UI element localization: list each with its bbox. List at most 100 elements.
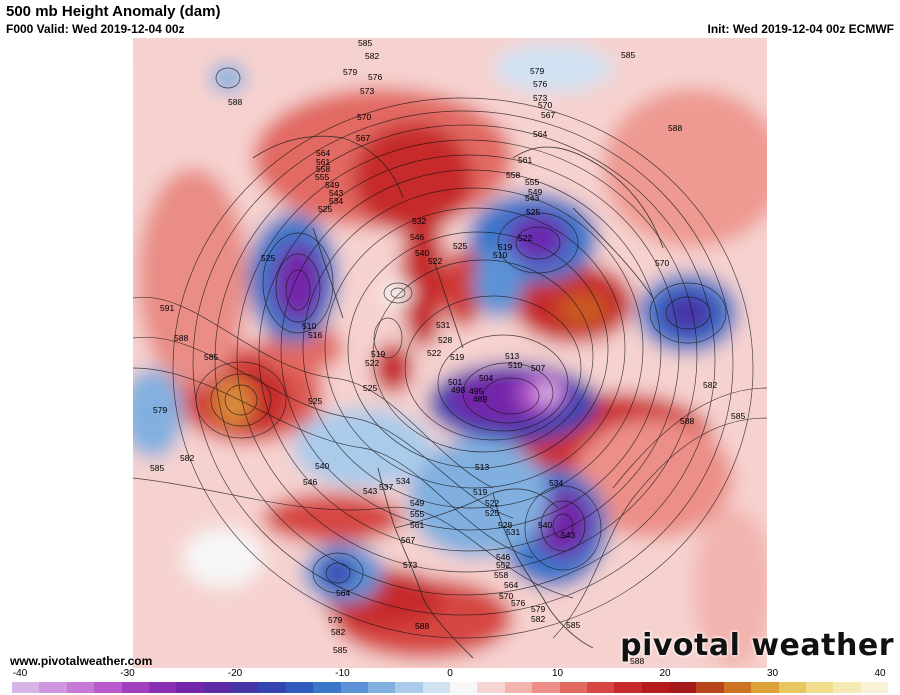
contour-label: 570 <box>655 258 669 268</box>
contour-label: 588 <box>174 333 188 343</box>
colorbar-swatch <box>176 682 204 693</box>
colorbar-tick-label: -40 <box>12 668 28 679</box>
contour-label: 564 <box>316 148 330 158</box>
contour-label: 495 <box>469 386 483 396</box>
colorbar-swatch <box>833 682 861 693</box>
contour-label: 591 <box>160 303 174 313</box>
colorbar-tick-label: -20 <box>227 668 243 679</box>
colorbar-swatch <box>586 682 615 693</box>
contour-label: 558 <box>316 164 330 174</box>
contour-label: 528 <box>498 520 512 530</box>
contour-label: 573 <box>403 560 417 570</box>
contour-label: 489 <box>473 394 487 404</box>
contour-label: 510 <box>508 360 522 370</box>
anomaly-shading <box>133 38 767 668</box>
colorbar-swatch <box>367 682 396 693</box>
contour-label: 585 <box>204 352 218 362</box>
colorbar-swatch <box>532 682 560 693</box>
contour-label: 576 <box>533 79 547 89</box>
contour-label: 579 <box>531 604 545 614</box>
contour-label: 585 <box>566 620 580 630</box>
colorbar-swatch <box>285 682 314 693</box>
contour-label: 519 <box>371 349 385 359</box>
contour-label: 549 <box>528 187 542 197</box>
colorbar-swatch <box>669 682 697 693</box>
contour-label: 546 <box>496 552 510 562</box>
contour-label: 519 <box>450 352 464 362</box>
contour-label: 585 <box>150 463 164 473</box>
contour-label: 510 <box>493 250 507 260</box>
contour-label: 579 <box>530 66 544 76</box>
contour-label: 528 <box>438 335 452 345</box>
contour-label: 525 <box>261 253 275 263</box>
contour-label: 576 <box>511 598 525 608</box>
colorbar-swatch <box>504 682 533 693</box>
colorbar-swatch <box>66 682 95 693</box>
contour-label: 573 <box>533 93 547 103</box>
coastlines <box>252 135 664 659</box>
contour-label: 567 <box>401 535 415 545</box>
contour-label: 588 <box>228 97 242 107</box>
contour-label: 531 <box>506 527 520 537</box>
contour-label: 564 <box>336 588 350 598</box>
contour-label: 532 <box>412 216 426 226</box>
contour-label: 537 <box>379 482 393 492</box>
colorbar-swatch <box>778 682 806 693</box>
contour-label: 561 <box>316 157 330 167</box>
contour-label: 579 <box>343 67 357 77</box>
contour-label: 582 <box>531 614 545 624</box>
contour-label: 570 <box>357 112 371 122</box>
contour-label: 543 <box>329 188 343 198</box>
contour-label: 564 <box>533 129 547 139</box>
colorbar-swatch <box>121 682 149 693</box>
contour-label: 588 <box>415 621 429 631</box>
colorbar-swatch <box>805 682 834 693</box>
contour-label: 549 <box>325 180 339 190</box>
contour-label: 501 <box>448 377 462 387</box>
contour-label: 543 <box>525 193 539 203</box>
contour-label: 522 <box>365 358 379 368</box>
website-url[interactable]: www.pivotalweather.com <box>10 654 153 668</box>
anomaly-map[interactable]: 585 582 579 576 573 570 567 564 561 558 555 549 543 5… <box>133 38 767 668</box>
contour-label: 555 <box>410 509 424 519</box>
colorbar-swatch <box>340 682 368 693</box>
colorbar-swatch <box>422 682 450 693</box>
colorbar-swatch <box>641 682 669 693</box>
contour-label: 510 <box>302 321 316 331</box>
colorbar-swatch <box>203 682 231 693</box>
contour-label: 513 <box>475 462 489 472</box>
contour-label: 504 <box>479 373 493 383</box>
brand-logo: pivotal weather <box>620 628 894 663</box>
contour-label: 582 <box>365 51 379 61</box>
contour-label: 498 <box>451 385 465 395</box>
colorbar-swatch <box>39 682 67 693</box>
contour-label: 546 <box>303 477 317 487</box>
colorbar-swatch <box>614 682 642 693</box>
contour-label: 546 <box>410 232 424 242</box>
colorbar-tick-label: 20 <box>659 668 671 679</box>
colorbar-tick-label: -10 <box>335 668 350 679</box>
contour-label: 588 <box>668 123 682 133</box>
contour-label: 531 <box>436 320 450 330</box>
contour-label: 585 <box>358 38 372 48</box>
contour-label: 513 <box>505 351 519 361</box>
contour-label: 525 <box>308 396 322 406</box>
valid-time: F000 Valid: Wed 2019-12-04 00z <box>6 22 185 36</box>
contour-label: 522 <box>428 256 442 266</box>
contour-label: 522 <box>427 348 441 358</box>
colorbar-swatch <box>258 682 286 693</box>
contour-label: 534 <box>396 476 410 486</box>
contour-label: 555 <box>315 172 329 182</box>
colorbar-swatch <box>313 682 341 693</box>
contour-label: 561 <box>518 155 532 165</box>
colorbar-swatch <box>751 682 779 693</box>
contour-label: 561 <box>410 520 424 530</box>
contour-label: 585 <box>731 411 745 421</box>
contour-label: 543 <box>363 486 377 496</box>
contour-label: 582 <box>331 627 345 637</box>
contour-label: 540 <box>415 248 429 258</box>
contour-label: 582 <box>180 453 194 463</box>
contour-label: 519 <box>473 487 487 497</box>
